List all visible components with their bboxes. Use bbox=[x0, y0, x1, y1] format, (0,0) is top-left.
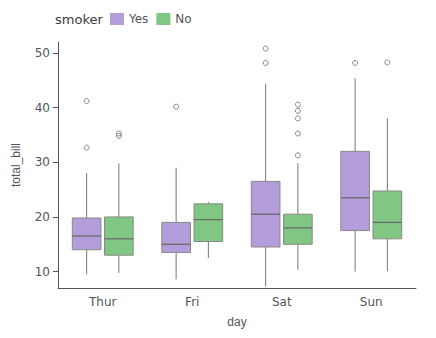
svg-text:Thur: Thur bbox=[88, 295, 117, 309]
svg-text:Sun: Sun bbox=[360, 295, 383, 309]
svg-text:No: No bbox=[175, 12, 191, 26]
svg-text:Yes: Yes bbox=[128, 12, 148, 26]
svg-text:Sat: Sat bbox=[272, 295, 292, 309]
svg-text:total_bill: total_bill bbox=[9, 143, 23, 187]
svg-text:50: 50 bbox=[35, 46, 50, 60]
svg-text:30: 30 bbox=[35, 155, 50, 169]
svg-text:Fri: Fri bbox=[185, 295, 199, 309]
svg-text:10: 10 bbox=[35, 265, 50, 279]
svg-text:20: 20 bbox=[35, 210, 50, 224]
svg-text:40: 40 bbox=[35, 101, 50, 115]
svg-text:smoker: smoker bbox=[55, 12, 103, 27]
svg-text:day: day bbox=[227, 315, 246, 329]
